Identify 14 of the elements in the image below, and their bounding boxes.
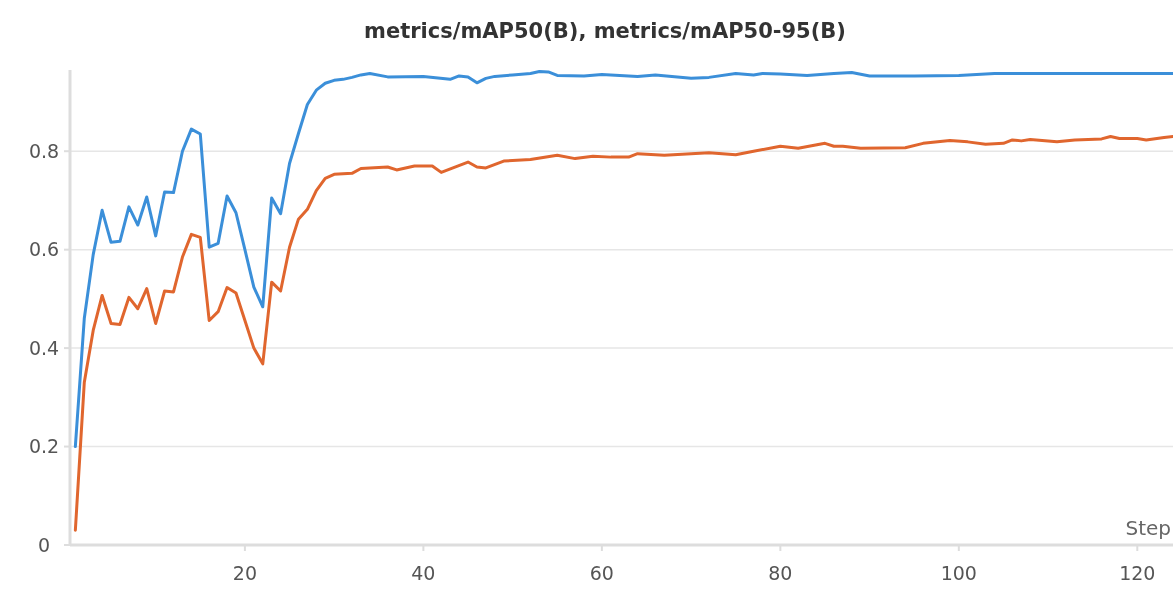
chart-title: metrics/mAP50(B), metrics/mAP50-95(B) xyxy=(364,19,846,43)
y-tick-label: 0 xyxy=(37,533,51,556)
x-tick-label: 100 xyxy=(940,562,977,584)
y-tick-label: 0.8 xyxy=(28,139,60,162)
y-tick-label: 0.4 xyxy=(28,336,60,359)
x-tick-label: 20 xyxy=(232,562,257,584)
x-axis-title: Step xyxy=(1125,516,1171,540)
x-tick-label: 40 xyxy=(411,562,436,584)
y-tick-label: 0.6 xyxy=(28,238,60,261)
x-tick-label: 120 xyxy=(1119,562,1156,584)
line-series xyxy=(73,69,1173,449)
x-tick-label: 60 xyxy=(589,562,614,584)
x-tick-label: 80 xyxy=(768,562,793,584)
y-tick-label: 0.2 xyxy=(28,435,60,458)
